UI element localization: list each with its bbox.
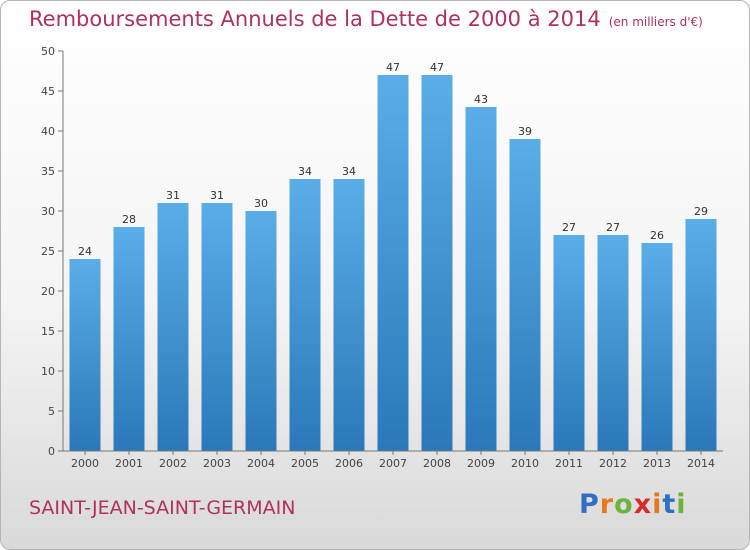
chart-title: Remboursements Annuels de la Dette de 20… (29, 7, 703, 31)
bar-2001 (113, 227, 145, 451)
bar-2013 (641, 243, 673, 451)
bar-2002 (157, 203, 189, 451)
bar-2005 (289, 179, 321, 451)
x-tick-label: 2009 (467, 457, 495, 470)
y-tick-label: 25 (41, 245, 55, 258)
x-tick-label: 2011 (555, 457, 583, 470)
y-tick-label: 20 (41, 285, 55, 298)
y-tick-label: 30 (41, 205, 55, 218)
proxiti-logo[interactable]: Proxiti (579, 489, 687, 520)
bar-value-label: 34 (342, 165, 356, 178)
bar-2011 (553, 235, 585, 451)
bar-2012 (597, 235, 629, 451)
bar-value-label: 28 (122, 213, 136, 226)
bar-2009 (465, 107, 497, 451)
logo-letter: t (662, 489, 677, 520)
bar-value-label: 47 (430, 61, 444, 74)
bar-value-label: 30 (254, 197, 268, 210)
bar-value-label: 34 (298, 165, 312, 178)
bar-value-label: 27 (562, 221, 576, 234)
y-axis: 0 5 10 15 20 25 30 35 40 45 50 (41, 45, 64, 458)
y-tick-label: 35 (41, 165, 55, 178)
bar-value-label: 39 (518, 125, 532, 138)
bar-value-label: 24 (78, 245, 92, 258)
title-text: Remboursements Annuels de la Dette de 20… (29, 7, 601, 31)
bar-2007 (377, 75, 409, 451)
logo-letter: o (614, 489, 634, 520)
y-tick-label: 50 (41, 45, 55, 58)
x-tick-label: 2007 (379, 457, 407, 470)
x-tick-label: 2005 (291, 457, 319, 470)
bar-2006 (333, 179, 365, 451)
x-tick-label: 2004 (247, 457, 275, 470)
x-tick-label: 2003 (203, 457, 231, 470)
x-axis: 2000 2001 2002 2003 2004 2005 2006 2007 2008 2009… (63, 450, 723, 470)
x-tick-label: 2000 (71, 457, 99, 470)
bar-2003 (201, 203, 233, 451)
x-tick-label: 2013 (643, 457, 671, 470)
y-tick-label: 40 (41, 125, 55, 138)
logo-letter: i (652, 489, 663, 520)
bars: 24 28 31 31 30 34 34 47 47 43 39 27 27 26 29 (69, 61, 717, 451)
bar-2014 (685, 219, 717, 451)
x-tick-label: 2012 (599, 457, 627, 470)
bar-value-label: 43 (474, 93, 488, 106)
logo-letter: P (579, 489, 600, 520)
bar-value-label: 26 (650, 229, 664, 242)
logo-letter: r (599, 489, 615, 520)
bar-value-label: 47 (386, 61, 400, 74)
bar-value-label: 31 (166, 189, 180, 202)
y-tick-label: 45 (41, 85, 55, 98)
bar-value-label: 29 (694, 205, 708, 218)
bar-2010 (509, 139, 541, 451)
x-tick-label: 2001 (115, 457, 143, 470)
commune-name: SAINT-JEAN-SAINT-GERMAIN (29, 497, 296, 519)
bar-2000 (69, 259, 101, 451)
x-tick-label: 2010 (511, 457, 539, 470)
logo-letter: i (676, 489, 687, 520)
bar-value-label: 27 (606, 221, 620, 234)
x-tick-label: 2014 (687, 457, 715, 470)
y-tick-label: 10 (41, 365, 55, 378)
x-tick-label: 2006 (335, 457, 363, 470)
x-tick-label: 2008 (423, 457, 451, 470)
logo-letter: x (633, 489, 653, 520)
y-tick-label: 0 (48, 445, 55, 458)
bar-value-label: 31 (210, 189, 224, 202)
title-unit: (en milliers d'€) (608, 15, 703, 29)
y-tick-label: 15 (41, 325, 55, 338)
x-tick-label: 2002 (159, 457, 187, 470)
bar-2008 (421, 75, 453, 451)
y-tick-label: 5 (48, 405, 55, 418)
bar-2004 (245, 211, 277, 451)
